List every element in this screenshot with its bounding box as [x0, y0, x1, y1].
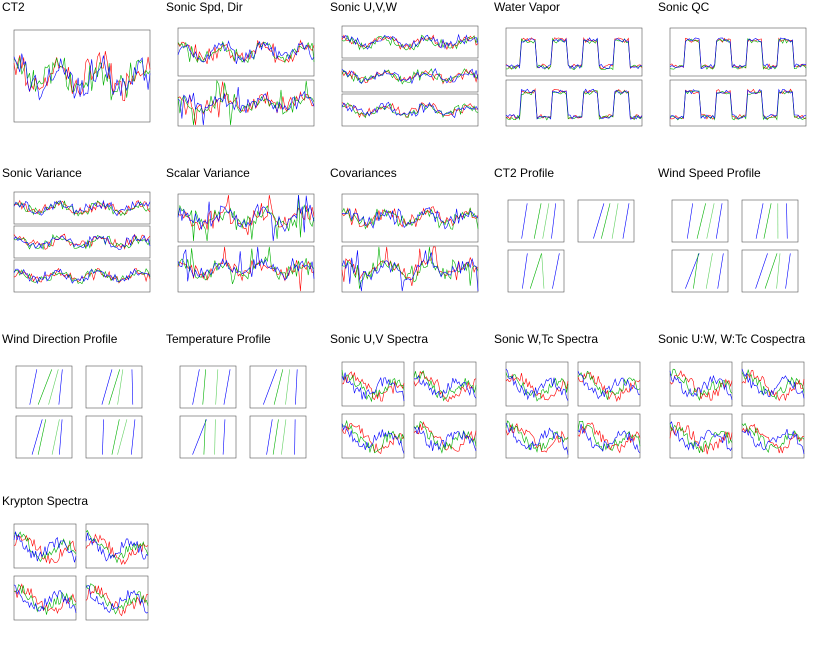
plot-thumbnail[interactable] — [662, 182, 810, 300]
plot-thumbnail[interactable] — [498, 182, 646, 300]
plot-tile-temperature-profile: Temperature Profile — [164, 332, 322, 492]
plot-thumbnail[interactable] — [334, 348, 482, 466]
plot-title-link[interactable]: Sonic QC — [658, 0, 710, 14]
plot-tile-water-vapor: Water Vapor — [492, 0, 650, 160]
plot-tile-krypton-spectra: Krypton Spectra — [0, 494, 158, 654]
thumbnail-graphic — [671, 199, 799, 293]
thumbnail-graphic — [341, 361, 477, 459]
plot-tile-sonic-variance: Sonic Variance — [0, 166, 158, 326]
plot-thumbnail[interactable] — [498, 16, 646, 134]
thumbnail-graphic — [13, 191, 151, 293]
plot-thumbnail[interactable] — [6, 510, 154, 628]
thumbnail-graphic — [505, 361, 641, 459]
plot-thumbnail[interactable] — [662, 348, 810, 466]
plot-title-link[interactable]: Scalar Variance — [166, 166, 250, 180]
plot-tile-scalar-variance: Scalar Variance — [164, 166, 322, 326]
thumbnail-graphic — [669, 27, 807, 127]
plot-title-link[interactable]: Water Vapor — [494, 0, 561, 14]
plot-tile-sonic-uvw: Sonic U,V,W — [328, 0, 486, 160]
plot-title-link[interactable]: Krypton Spectra — [2, 494, 89, 508]
thumbnail-graphic — [669, 361, 805, 459]
plot-tile-sonic-spd-dir: Sonic Spd, Dir — [164, 0, 322, 160]
thumbnail-graphic — [507, 199, 635, 293]
plot-title-link[interactable]: Sonic U,V Spectra — [330, 332, 429, 346]
plot-title-link[interactable]: Temperature Profile — [166, 332, 271, 346]
plot-thumbnail[interactable] — [334, 182, 482, 300]
plot-title-link[interactable]: Sonic W,Tc Spectra — [494, 332, 599, 346]
plot-title-link[interactable]: Sonic Variance — [2, 166, 82, 180]
plot-tile-sonic-qc: Sonic QC — [656, 0, 814, 160]
plot-tile-wind-speed-profile: Wind Speed Profile — [656, 166, 814, 326]
plot-title-link[interactable]: CT2 — [2, 0, 25, 14]
thumbnail-graphic — [179, 365, 307, 459]
plot-thumbnail[interactable] — [170, 182, 318, 300]
plot-title-link[interactable]: Sonic U,V,W — [330, 0, 397, 14]
plot-thumbnail[interactable] — [662, 16, 810, 134]
plot-tile-sonic-uv-spectra: Sonic U,V Spectra — [328, 332, 486, 492]
plot-tile-wind-direction-profile: Wind Direction Profile — [0, 332, 158, 492]
plot-title-link[interactable]: Sonic Spd, Dir — [166, 0, 243, 14]
plot-thumbnail[interactable] — [334, 16, 482, 134]
thumbnail-graphic — [177, 193, 315, 293]
thumbnail-graphic — [15, 365, 143, 459]
plot-thumbnail[interactable] — [170, 16, 318, 134]
plot-title-link[interactable]: CT2 Profile — [494, 166, 555, 180]
plot-thumbnail[interactable] — [6, 348, 154, 466]
thumbnail-graphic — [341, 25, 479, 127]
plot-title-link[interactable]: Wind Speed Profile — [658, 166, 761, 180]
plot-tile-covariances: Covariances — [328, 166, 486, 326]
plot-thumbnail[interactable] — [170, 348, 318, 466]
plot-tile-ct2: CT2 — [0, 0, 158, 160]
thumbnail-graphic — [341, 193, 479, 293]
plot-thumbnail[interactable] — [498, 348, 646, 466]
plot-title-link[interactable]: Sonic U:W, W:Tc Cospectra — [658, 332, 806, 346]
thumbnail-graphic — [13, 29, 151, 123]
thumbnail-graphic — [505, 27, 643, 127]
plot-tile-sonic-cospectra: Sonic U:W, W:Tc Cospectra — [656, 332, 814, 492]
plot-thumbnail[interactable] — [6, 16, 154, 134]
thumbnail-graphic — [13, 523, 149, 621]
plot-tile-ct2-profile: CT2 Profile — [492, 166, 650, 326]
thumbnail-graphic — [177, 27, 315, 127]
plot-title-link[interactable]: Covariances — [330, 166, 397, 180]
plot-title-link[interactable]: Wind Direction Profile — [2, 332, 118, 346]
plot-tile-sonic-wtc-spectra: Sonic W,Tc Spectra — [492, 332, 650, 492]
plot-thumbnail[interactable] — [6, 182, 154, 300]
